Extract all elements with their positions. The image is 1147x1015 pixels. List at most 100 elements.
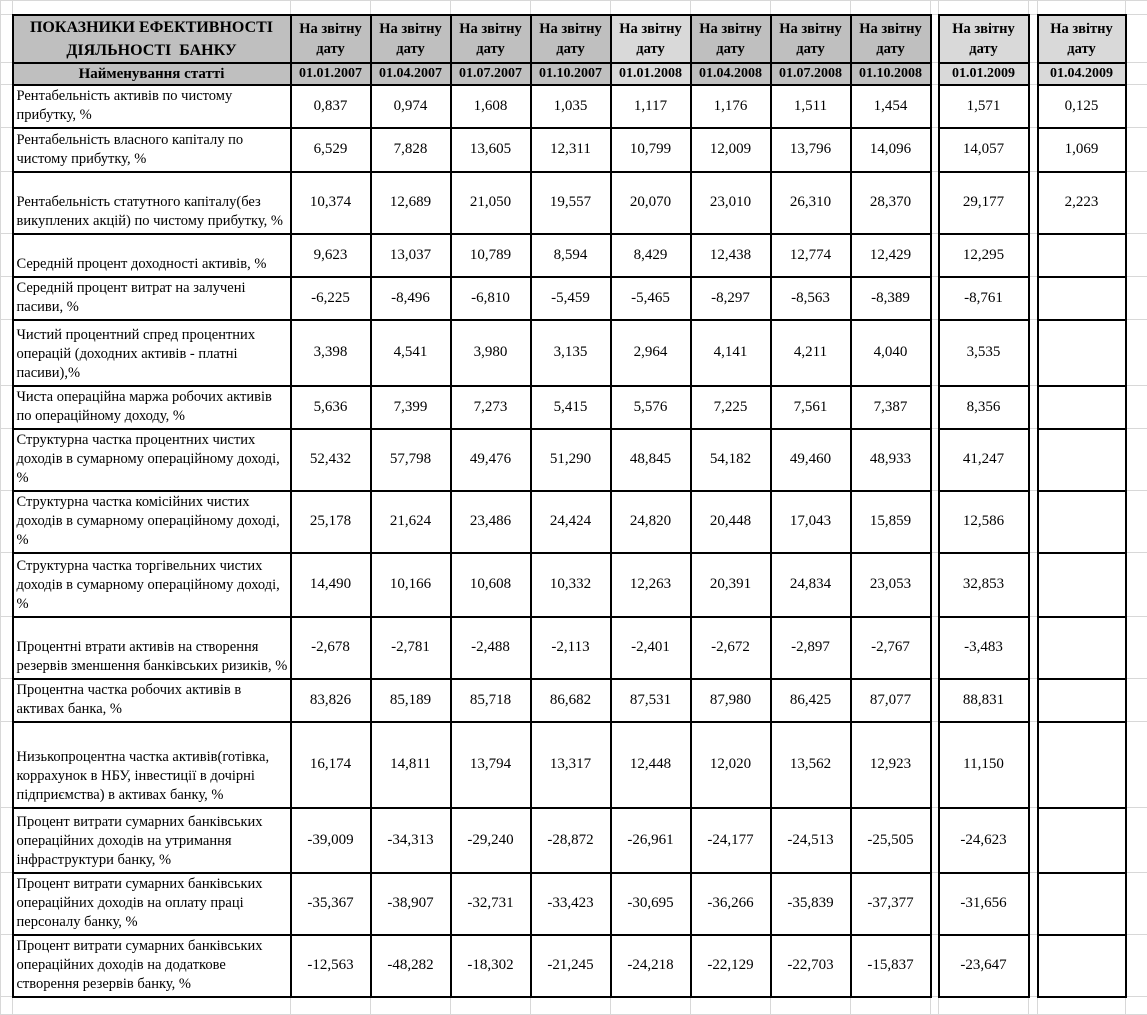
table-row: Рентабельність власного капіталу по чист…: [1, 128, 1147, 172]
value-cell: 12,311: [531, 128, 611, 172]
gridline-gap: [931, 873, 939, 935]
value-cell: -24,218: [611, 935, 691, 997]
row-label-cell: Рентабельність власного капіталу по чист…: [13, 128, 291, 172]
value-cell: 48,933: [851, 429, 931, 491]
value-cell: -2,488: [451, 617, 531, 679]
value-cell: [1038, 722, 1126, 808]
bottom-gridline-strip: [1, 997, 1147, 1015]
value-cell: 10,608: [451, 553, 531, 617]
table-row: Рентабельність статутного капіталу(без в…: [1, 172, 1147, 234]
value-cell: 12,295: [939, 234, 1029, 277]
value-cell: 14,490: [291, 553, 371, 617]
left-gutter: [1, 234, 13, 277]
gridline-gap: [1029, 935, 1038, 997]
value-cell: -5,459: [531, 277, 611, 320]
gridline-gap: [931, 320, 939, 386]
left-gutter: [1, 491, 13, 553]
value-cell: 24,424: [531, 491, 611, 553]
date-header-cell: 01.04.2007: [371, 63, 451, 85]
value-cell: 86,425: [771, 679, 851, 722]
value-cell: [1038, 491, 1126, 553]
value-cell: 7,273: [451, 386, 531, 429]
gridline-cell: [531, 1, 611, 15]
value-cell: 13,605: [451, 128, 531, 172]
value-cell: -22,129: [691, 935, 771, 997]
row-label-cell: Процентні втрати активів на створення ре…: [13, 617, 291, 679]
value-cell: 32,853: [939, 553, 1029, 617]
value-cell: 13,796: [771, 128, 851, 172]
value-cell: 12,448: [611, 722, 691, 808]
gridline-gap: [931, 277, 939, 320]
left-gutter: [1, 808, 13, 873]
value-cell: 9,623: [291, 234, 371, 277]
value-cell: [1038, 320, 1126, 386]
value-cell: -5,465: [611, 277, 691, 320]
right-gutter: [1126, 277, 1147, 320]
gridline-cell: [1, 1, 13, 15]
left-gutter: [1, 85, 13, 128]
value-cell: -12,563: [291, 935, 371, 997]
gridline-gap: [931, 386, 939, 429]
gridline-cell: [1038, 1, 1126, 15]
value-cell: 7,387: [851, 386, 931, 429]
gridline-gap: [931, 808, 939, 873]
period-header-row: ПОКАЗНИКИ ЕФЕКТИВНОСТІ ДІЯЛЬНОСТІ БАНКУ …: [1, 15, 1147, 63]
value-cell: 41,247: [939, 429, 1029, 491]
value-cell: 1,069: [1038, 128, 1126, 172]
value-cell: -25,505: [851, 808, 931, 873]
value-cell: -33,423: [531, 873, 611, 935]
gridline-cell: [611, 997, 691, 1015]
date-header-cell: 01.01.2007: [291, 63, 371, 85]
value-cell: 19,557: [531, 172, 611, 234]
value-cell: 88,831: [939, 679, 1029, 722]
value-cell: 5,415: [531, 386, 611, 429]
gridline-cell: [13, 1, 291, 15]
value-cell: 8,594: [531, 234, 611, 277]
left-gutter: [1, 873, 13, 935]
value-cell: 5,576: [611, 386, 691, 429]
right-gutter: [1126, 85, 1147, 128]
value-cell: 1,511: [771, 85, 851, 128]
gridline-cell: [611, 1, 691, 15]
gridline-gap: [931, 172, 939, 234]
right-gutter: [1126, 935, 1147, 997]
gridline-cell: [451, 997, 531, 1015]
value-cell: 0,837: [291, 85, 371, 128]
gridline-cell: [771, 1, 851, 15]
value-cell: 23,053: [851, 553, 931, 617]
value-cell: 12,923: [851, 722, 931, 808]
gridline-cell: [1, 997, 13, 1015]
row-label-cell: Структурна частка комісійних чистих дохо…: [13, 491, 291, 553]
right-gutter: [1126, 128, 1147, 172]
gridline-gap: [1029, 85, 1038, 128]
value-cell: -24,623: [939, 808, 1029, 873]
left-gutter: [1, 386, 13, 429]
value-cell: -8,496: [371, 277, 451, 320]
row-label-cell: Рентабельність активів по чистому прибут…: [13, 85, 291, 128]
value-cell: 1,571: [939, 85, 1029, 128]
value-cell: -2,678: [291, 617, 371, 679]
date-header-cell: 01.10.2008: [851, 63, 931, 85]
value-cell: -2,113: [531, 617, 611, 679]
value-cell: -36,266: [691, 873, 771, 935]
right-gutter: [1126, 679, 1147, 722]
gridline-gap: [931, 935, 939, 997]
value-cell: 8,429: [611, 234, 691, 277]
value-cell: 1,608: [451, 85, 531, 128]
value-cell: [1038, 553, 1126, 617]
row-label-cell: Процентна частка робочих активів в актив…: [13, 679, 291, 722]
period-header-cell: На звітну дату: [611, 15, 691, 63]
gridline-cell: [931, 1, 939, 15]
value-cell: 0,125: [1038, 85, 1126, 128]
left-gutter: [1, 429, 13, 491]
value-cell: 20,391: [691, 553, 771, 617]
value-cell: 3,535: [939, 320, 1029, 386]
value-cell: -31,656: [939, 873, 1029, 935]
value-cell: 57,798: [371, 429, 451, 491]
gridline-cell: [1029, 997, 1038, 1015]
value-cell: -21,245: [531, 935, 611, 997]
gridline-gap: [1029, 277, 1038, 320]
left-gutter: [1, 679, 13, 722]
value-cell: [1038, 808, 1126, 873]
value-cell: -8,297: [691, 277, 771, 320]
